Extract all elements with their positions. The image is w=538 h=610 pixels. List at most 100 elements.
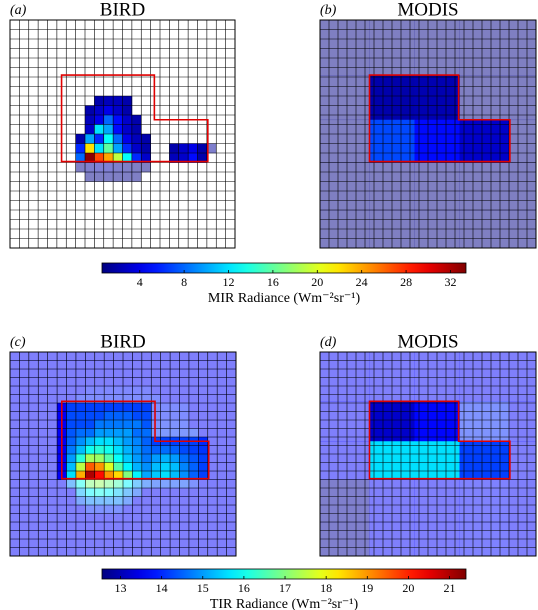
cell [217,361,227,370]
cell [48,488,58,497]
cell [142,378,152,387]
cell [85,172,95,182]
cell [76,386,86,395]
cell [29,471,39,480]
cell [10,497,20,506]
cell [104,514,114,523]
cell [19,412,29,421]
cell [95,463,105,472]
cell [95,454,105,463]
cell [227,437,237,446]
cell [161,369,171,378]
colorbar-tick-label: 8 [181,275,187,289]
cell [95,514,105,523]
cell [85,437,95,446]
cell [180,361,190,370]
cell [180,463,190,472]
cell [123,488,133,497]
cell [19,522,29,531]
cell [114,446,124,455]
cell [460,163,510,211]
cell [67,446,77,455]
cell [85,352,95,361]
cell [57,369,67,378]
cell [76,369,86,378]
cell [509,20,536,75]
cell [189,420,199,429]
cell [29,420,39,429]
cell [114,514,124,523]
cell [123,369,133,378]
cell [104,429,114,438]
cell [227,471,237,480]
cell [57,480,67,489]
cell [180,531,190,540]
cell [19,471,29,480]
cell [208,352,218,361]
cell [48,505,58,514]
cell [38,480,48,489]
cell [460,120,510,163]
cell [10,488,20,497]
colorbar-tick-label: 20 [311,275,323,289]
cell [29,522,39,531]
cell [67,505,77,514]
cell [179,144,189,154]
cell [29,454,39,463]
cell [38,395,48,404]
cell [104,134,114,144]
cell [29,395,39,404]
cell [113,115,123,125]
cell [198,361,208,370]
cell [460,20,510,75]
cell [85,446,95,455]
cell [180,505,190,514]
cell [10,505,20,514]
cell [19,497,29,506]
cell [10,395,20,404]
cell [142,386,152,395]
cell [114,488,124,497]
cell [217,463,227,472]
cell [227,497,237,506]
cell [76,163,86,173]
cell [104,378,114,387]
cell [189,497,199,506]
cell [217,539,227,548]
cell [189,386,199,395]
cell [227,412,237,421]
cell [151,514,161,523]
cell [19,480,29,489]
cell [141,134,151,144]
cell [170,531,180,540]
cell [29,514,39,523]
cell [198,403,208,412]
cell [114,429,124,438]
cell [142,369,152,378]
cell [189,412,199,421]
cell [123,420,133,429]
cell [29,446,39,455]
cell [85,125,95,135]
cell [170,386,180,395]
cell [123,548,133,557]
cell [57,497,67,506]
cell [170,548,180,557]
cell [170,412,180,421]
cell [123,134,133,144]
cell [227,420,237,429]
cell [67,514,77,523]
cell [227,480,237,489]
cell [217,437,227,446]
cell [67,352,77,361]
cell [123,403,133,412]
cell [95,420,105,429]
cell [217,412,227,421]
cell [10,412,20,421]
cell [161,514,171,523]
cell [48,386,58,395]
cell [10,539,20,548]
cell [67,403,77,412]
cell [95,378,105,387]
cell [104,352,114,361]
